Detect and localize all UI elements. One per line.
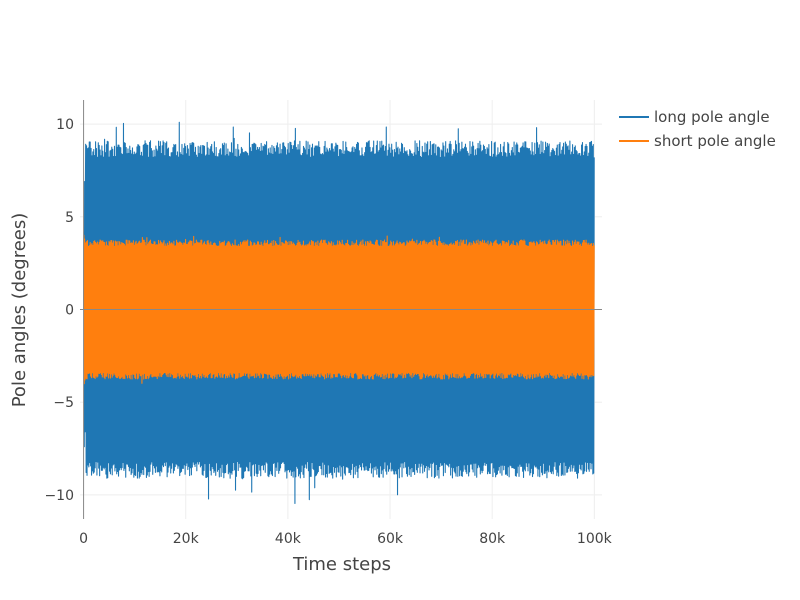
y-tick-label: −10 xyxy=(44,488,74,504)
series-line-short-pole-angle xyxy=(83,234,595,385)
y-tick-label: 10 xyxy=(56,117,74,133)
axes-layer xyxy=(80,100,602,519)
x-tick-label: 60k xyxy=(377,531,404,547)
x-tick-label: 20k xyxy=(173,531,200,547)
y-axis-title: Pole angles (degrees) xyxy=(9,213,30,408)
x-tick-label: 40k xyxy=(275,531,302,547)
y-tick-label: 5 xyxy=(65,210,74,226)
legend-label-long-pole-angle: long pole angle xyxy=(654,108,770,126)
x-tick-label: 100k xyxy=(577,531,613,547)
legend[interactable]: long pole angle short pole angle xyxy=(619,108,776,150)
ticks-layer: 0 20k 40k 60k 80k 100k 10 5 0 −5 −10 xyxy=(44,117,612,547)
y-tick-label: −5 xyxy=(53,395,74,411)
legend-item-long-pole-angle[interactable]: long pole angle xyxy=(619,108,770,126)
x-tick-label: 80k xyxy=(479,531,506,547)
x-axis-title: Time steps xyxy=(292,554,391,575)
y-tick-label: 0 xyxy=(65,303,74,319)
legend-label-short-pole-angle: short pole angle xyxy=(654,132,776,150)
legend-item-short-pole-angle[interactable]: short pole angle xyxy=(619,132,776,150)
x-tick-label: 0 xyxy=(79,531,88,547)
series-layer xyxy=(83,121,595,505)
